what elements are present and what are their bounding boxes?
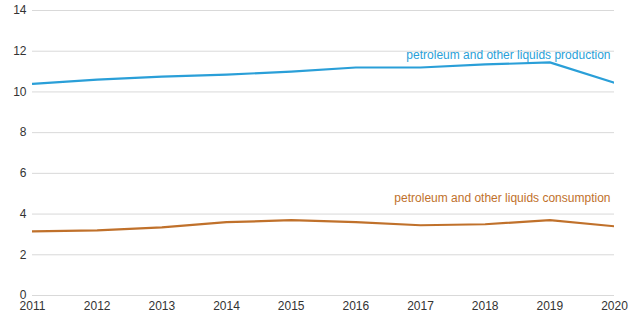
svg-text:10: 10 [13, 85, 27, 99]
svg-text:2012: 2012 [84, 299, 111, 313]
svg-text:2015: 2015 [278, 299, 305, 313]
svg-text:2016: 2016 [342, 299, 369, 313]
svg-text:12: 12 [13, 44, 27, 58]
svg-text:2017: 2017 [407, 299, 434, 313]
svg-text:4: 4 [20, 207, 27, 221]
svg-text:2013: 2013 [148, 299, 175, 313]
svg-text:2011: 2011 [20, 299, 46, 313]
svg-text:2019: 2019 [536, 299, 563, 313]
svg-text:14: 14 [13, 3, 27, 17]
svg-text:2020: 2020 [601, 299, 628, 313]
svg-text:2: 2 [20, 248, 27, 262]
svg-text:6: 6 [20, 166, 27, 180]
svg-text:2018: 2018 [472, 299, 499, 313]
svg-text:0: 0 [19, 288, 27, 303]
svg-text:petroleum and other liquids co: petroleum and other liquids consumption [394, 191, 610, 205]
svg-text:8: 8 [20, 125, 27, 139]
svg-text:2014: 2014 [213, 299, 240, 313]
svg-text:petroleum and other liquids pr: petroleum and other liquids production [406, 48, 610, 62]
